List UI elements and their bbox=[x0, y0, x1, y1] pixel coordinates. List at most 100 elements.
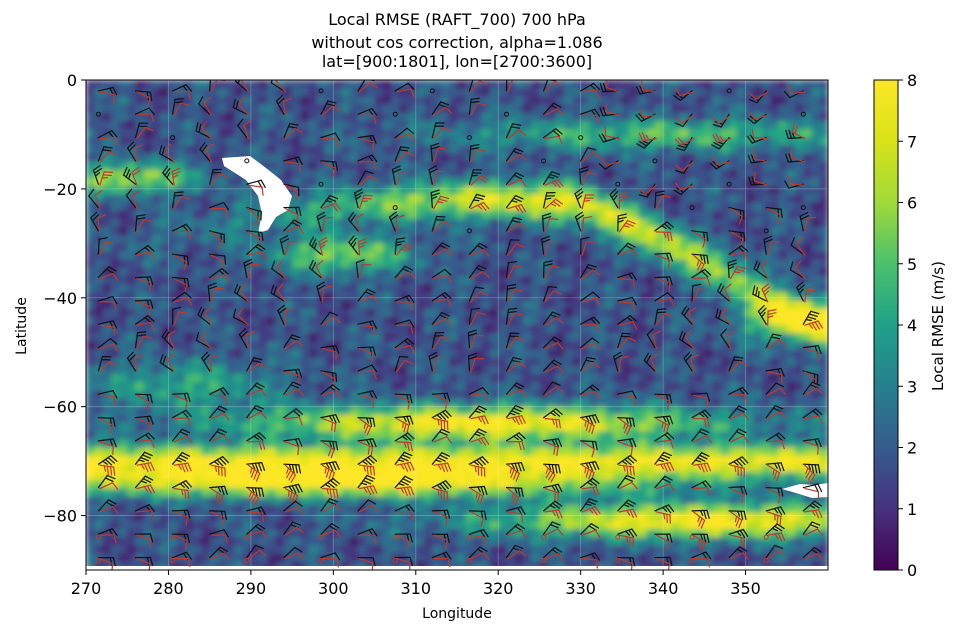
wind-barb bbox=[238, 97, 249, 116]
wind-barb bbox=[173, 462, 192, 473]
plot-area bbox=[85, 79, 829, 571]
wind-barb bbox=[544, 218, 559, 233]
wind-barb bbox=[357, 499, 377, 512]
wind-barb bbox=[321, 316, 341, 326]
wind-barb bbox=[168, 330, 176, 350]
wind-barb bbox=[97, 338, 118, 349]
wind-barb bbox=[544, 198, 564, 210]
wind-barb bbox=[99, 418, 113, 434]
wind-barb bbox=[97, 556, 116, 567]
colorbar-label: Local RMSE (m/s) bbox=[929, 261, 947, 391]
wind-barb bbox=[247, 208, 260, 226]
wind-barb bbox=[283, 546, 303, 559]
wind-barb bbox=[320, 522, 340, 535]
wind-barb bbox=[692, 277, 711, 287]
wind-barb bbox=[283, 334, 301, 349]
calm-marker bbox=[800, 205, 806, 211]
wind-barb bbox=[431, 332, 445, 349]
wind-barb bbox=[544, 290, 562, 303]
wind-barb bbox=[433, 534, 448, 549]
x-axis-ticks: 270 280 290 300 310 320 330 340 350 bbox=[71, 570, 761, 598]
wind-barb bbox=[359, 82, 378, 93]
wind-barb bbox=[284, 225, 304, 234]
wind-barb bbox=[94, 190, 103, 210]
wind-barb bbox=[284, 441, 300, 456]
wind-barb bbox=[122, 166, 137, 185]
wind-barb bbox=[396, 441, 413, 452]
colorbar-tick-label: 2 bbox=[907, 439, 917, 458]
wind-barb bbox=[316, 281, 326, 302]
wind-barb bbox=[789, 261, 804, 279]
wind-barb bbox=[470, 312, 486, 326]
wind-barb bbox=[246, 523, 266, 535]
wind-barb bbox=[433, 488, 448, 501]
wind-barb bbox=[684, 330, 695, 350]
wind-barb bbox=[618, 394, 636, 406]
wind-barb bbox=[355, 259, 365, 279]
wind-barb bbox=[209, 168, 222, 185]
wind-barb bbox=[728, 405, 747, 419]
wind-barb bbox=[767, 511, 782, 526]
wind-barb bbox=[618, 534, 635, 547]
y-tick-label: −40 bbox=[43, 289, 77, 308]
wind-barb bbox=[580, 414, 600, 425]
x-tick-label: 310 bbox=[401, 579, 432, 598]
wind-barb bbox=[201, 120, 212, 140]
wind-barb bbox=[580, 236, 590, 255]
wind-barb bbox=[396, 301, 414, 311]
wind-barb bbox=[765, 333, 782, 349]
calm-marker bbox=[170, 135, 176, 141]
wind-barb bbox=[617, 438, 637, 448]
wind-barb bbox=[431, 480, 452, 491]
wind-barb bbox=[505, 462, 525, 472]
x-tick-label: 340 bbox=[648, 579, 679, 598]
wind-barb bbox=[729, 464, 746, 478]
x-axis-label: Longitude bbox=[422, 606, 492, 622]
wind-barb bbox=[804, 528, 824, 537]
wind-barb bbox=[433, 394, 448, 409]
colorbar-gradient bbox=[873, 79, 899, 571]
wind-barb bbox=[433, 557, 451, 568]
wind-barb bbox=[321, 216, 334, 233]
wind-barb bbox=[580, 147, 597, 162]
wind-barb bbox=[580, 498, 598, 512]
wind-barb bbox=[172, 452, 191, 465]
wind-barb bbox=[173, 417, 192, 427]
wind-barb bbox=[136, 278, 151, 292]
wind-barb bbox=[802, 521, 821, 535]
masked-region-east bbox=[782, 483, 828, 498]
wind-barb bbox=[172, 533, 190, 544]
wind-barb bbox=[618, 481, 638, 490]
wind-barb bbox=[357, 170, 374, 185]
wind-barb bbox=[396, 344, 415, 354]
wind-barb bbox=[470, 415, 489, 425]
masked-region-west bbox=[222, 156, 292, 233]
wind-barb bbox=[507, 464, 520, 482]
wind-barb bbox=[321, 503, 341, 513]
wind-barb bbox=[136, 219, 153, 233]
wind-barb bbox=[246, 405, 264, 419]
wind-barbs bbox=[88, 80, 824, 570]
wind-barb bbox=[172, 98, 184, 115]
wind-barb bbox=[396, 133, 416, 141]
wind-barb bbox=[134, 107, 155, 116]
colorbar-tick-label: 5 bbox=[907, 255, 917, 274]
wind-barb bbox=[99, 441, 114, 455]
wind-barb bbox=[162, 165, 174, 185]
wind-barb bbox=[618, 356, 630, 373]
wind-barb bbox=[283, 408, 303, 419]
wind-barb bbox=[581, 269, 601, 280]
wind-barb bbox=[136, 91, 151, 107]
wind-barb bbox=[468, 528, 489, 539]
wind-barb bbox=[544, 240, 558, 256]
wind-barb bbox=[99, 136, 118, 146]
wind-barb bbox=[507, 243, 525, 256]
wind-barb bbox=[767, 411, 787, 420]
wind-barb bbox=[467, 329, 478, 349]
wind-barb bbox=[507, 511, 524, 524]
calm-marker bbox=[466, 135, 472, 141]
wind-barb bbox=[136, 126, 154, 140]
wind-barb bbox=[580, 461, 600, 471]
wind-barb bbox=[655, 511, 671, 524]
calm-marker bbox=[689, 534, 695, 540]
